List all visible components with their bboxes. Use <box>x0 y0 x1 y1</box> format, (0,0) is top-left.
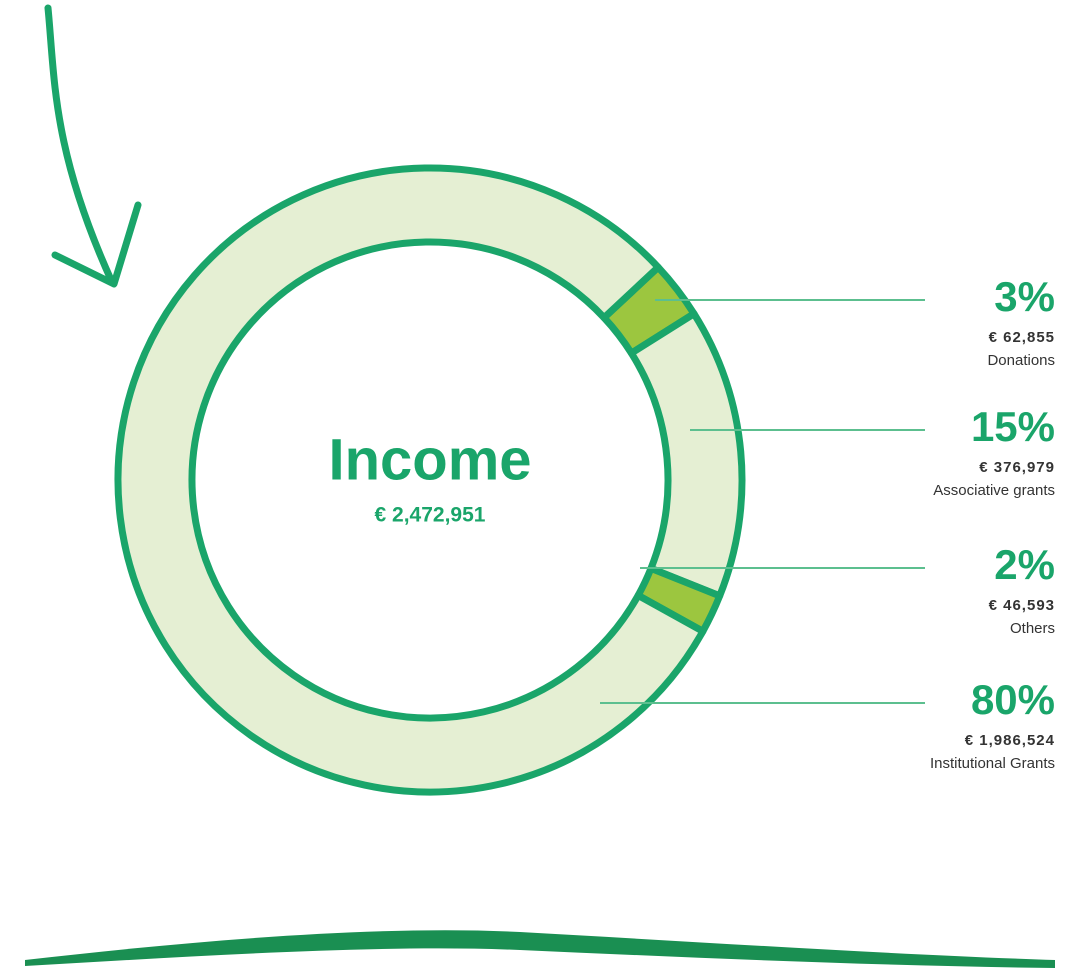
category-label: Donations <box>987 352 1055 369</box>
category-label: Others <box>1010 620 1055 637</box>
category-label: Institutional Grants <box>930 755 1055 772</box>
percent-label: 3% <box>994 273 1055 320</box>
decor-wave <box>25 930 1055 968</box>
center-title: Income <box>328 427 531 492</box>
category-label: Associative grants <box>933 482 1055 499</box>
donut-segment <box>627 310 746 600</box>
percent-label: 2% <box>994 541 1055 588</box>
percent-label: 15% <box>971 403 1055 450</box>
amount-label: € 62,855 <box>989 329 1055 346</box>
amount-label: € 46,593 <box>989 597 1055 614</box>
donut-segment <box>114 164 707 796</box>
center-total: € 2,472,951 <box>375 504 486 527</box>
decor-arrow <box>44 4 116 286</box>
percent-label: 80% <box>971 676 1055 723</box>
amount-label: € 1,986,524 <box>965 732 1055 749</box>
decor-arrowhead <box>51 201 142 288</box>
donut <box>114 164 746 796</box>
amount-label: € 376,979 <box>979 459 1055 476</box>
